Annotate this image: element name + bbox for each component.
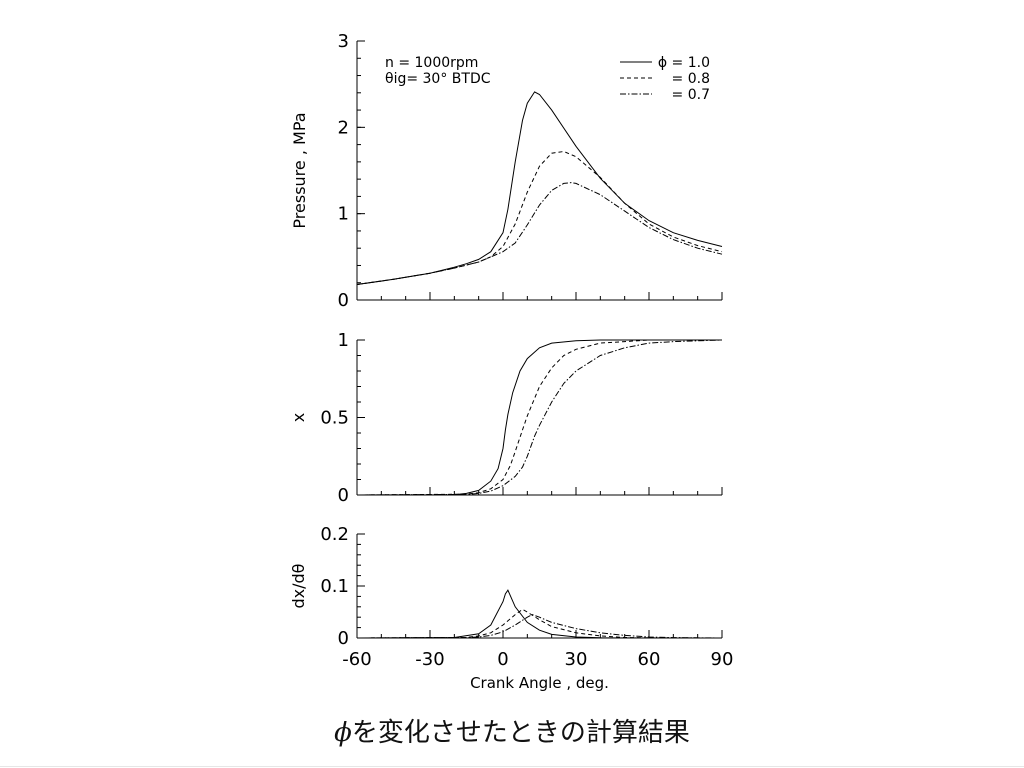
burn-rate-x-tick-label: -60 [342,649,371,670]
mass-fraction-series-line-1 [356,339,722,496]
pressure-annotation: n = 1000rpm [385,55,478,71]
burn-rate-x-tick-label: 0 [497,649,508,670]
burn-rate-y-tick-label: 0 [338,628,349,649]
mass-fraction-y-tick-label: 0.5 [320,408,349,429]
caption-text: を変化させたときの計算結果 [351,718,690,748]
pressure-y-tick-label: 0 [338,290,349,311]
burn-rate-x-tick-label: -30 [415,649,444,670]
pressure-series-line-1 [356,150,723,285]
slide-caption: ϕを変化させたときの計算結果 [0,712,1024,749]
pressure-legend-label: = 0.7 [672,87,710,103]
pressure-legend-label: ϕ = 1.0 [658,55,710,71]
pressure-legend-label: = 0.8 [672,71,710,87]
pressure-annotation: θig= 30° BTDC [385,71,491,87]
burn-rate-x-tick-label: 30 [565,649,588,670]
burn-rate-series-line-0 [356,589,722,639]
mass-fraction-y-axis-label: x [289,413,308,422]
mass-fraction-y-tick-label: 1 [338,330,349,351]
bottom-divider [0,766,1024,767]
burn-rate-x-tick-label: 90 [711,649,734,670]
pressure-y-tick-label: 2 [338,117,349,138]
pressure-y-axis-label: Pressure , MPa [290,112,309,228]
burn-rate-series-line-2 [356,614,723,639]
pressure-series-line-0 [356,91,723,285]
burn-rate-x-axis-label: Crank Angle , deg. [470,674,609,692]
caption-symbol: ϕ [334,718,352,748]
pressure-y-tick-label: 1 [338,204,349,225]
mass-fraction-series-line-0 [356,339,722,496]
burn-rate-y-tick-label: 0.2 [320,524,349,545]
mass-fraction-series-line-2 [356,339,723,496]
pressure-y-tick-label: 3 [338,31,349,52]
mass-fraction-y-tick-label: 0 [338,485,349,506]
burn-rate-y-axis-label: dx/dθ [289,564,308,609]
pressure-series-line-2 [356,182,723,285]
burn-rate-series-line-1 [356,608,723,639]
burn-rate-x-tick-label: 60 [638,649,661,670]
burn-rate-y-tick-label: 0.1 [320,576,349,597]
